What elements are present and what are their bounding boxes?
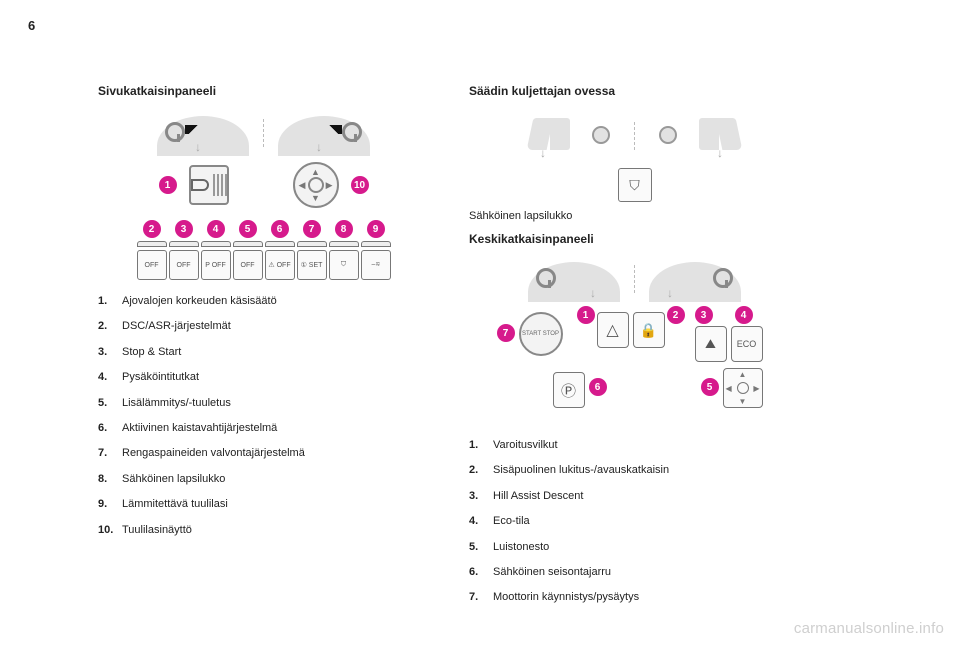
dash-rhd: ↓ — [649, 262, 741, 296]
door-subtext: Sähköinen lapsilukko — [469, 210, 800, 222]
content-columns: Sivukatkaisinpaneeli ↓ ↓ 1 — [98, 84, 800, 616]
center-panel-diagram: ↓ ↓ 7 START STOP 1 △ 🔒 2 3 ⛰ 4 ECO — [469, 262, 800, 424]
callout-badge: 4 — [735, 306, 753, 324]
callout-badge: 7 — [497, 324, 515, 342]
callout-badge: 10 — [351, 176, 369, 194]
left-column: Sivukatkaisinpaneeli ↓ ↓ 1 — [98, 84, 429, 616]
callout-badge: 3 — [175, 220, 193, 238]
list-item: 9.Lämmitettävä tuulilasi — [98, 497, 429, 512]
list-item: 1.Ajovalojen korkeuden käsisäätö — [98, 294, 429, 309]
arrow-down-icon: ↓ — [667, 286, 673, 300]
callout-badge: 6 — [589, 378, 607, 396]
arrow-down-icon: ↓ — [540, 146, 546, 160]
hill-descent-button: ⛰ — [695, 326, 727, 362]
door-child-lock-button: ⛉ — [618, 168, 652, 202]
steering-wheel-icon — [592, 126, 610, 144]
callout-badge: 7 — [303, 220, 321, 238]
side-panel-diagram: ↓ ↓ 1 ▲▼ ◀▶ — [98, 116, 429, 280]
right-column: Säädin kuljettajan ovessa ↓ ↓ ⛉ Sähköin — [469, 84, 800, 616]
callout-badge: 2 — [143, 220, 161, 238]
list-item: 6.Aktiivinen kaistavahtijärjestelmä — [98, 421, 429, 436]
lane-assist-button: ⚠ OFF — [265, 250, 295, 280]
callout-badge: 3 — [695, 306, 713, 324]
door-rhd: ↓ — [649, 116, 741, 156]
arrow-down-icon: ↓ — [316, 140, 322, 154]
dash-lhd: ↓ — [528, 262, 620, 296]
callout-badge: 5 — [701, 378, 719, 396]
divider-icon — [263, 119, 264, 147]
steering-wheel-icon — [165, 122, 185, 142]
arrow-down-icon: ↓ — [590, 286, 596, 300]
callout-badge: 6 — [271, 220, 289, 238]
driver-door-title: Säädin kuljettajan ovessa — [469, 84, 800, 98]
arrow-down-icon: ↓ — [195, 140, 201, 154]
tpms-button: ① SET — [297, 250, 327, 280]
list-item: 8.Sähköinen lapsilukko — [98, 472, 429, 487]
center-panel-title: Keskikatkaisinpaneeli — [469, 232, 800, 246]
side-panel-list: 1.Ajovalojen korkeuden käsisäätö 2.DSC/A… — [98, 294, 429, 548]
aux-heating-button: OFF — [233, 250, 263, 280]
electric-parking-brake-button: Ⓟ — [553, 372, 585, 408]
stop-start-button: OFF — [169, 250, 199, 280]
list-item: 2.Sisäpuolinen lukitus-/avauskatkaisin — [469, 463, 800, 478]
central-lock-button: 🔒 — [633, 312, 665, 348]
list-item: 6.Sähköinen seisontajarru — [469, 565, 800, 580]
arrow-down-icon: ↓ — [717, 146, 723, 160]
callout-badge: 2 — [667, 306, 685, 324]
parking-sensor-button: P OFF — [201, 250, 231, 280]
list-item: 10.Tuulilasinäyttö — [98, 523, 429, 538]
divider-icon — [634, 122, 635, 150]
dash-rhd: ↓ — [278, 116, 370, 150]
heated-windshield-button: ⌢≋ — [361, 250, 391, 280]
list-item: 4.Eco-tila — [469, 514, 800, 529]
list-item: 4.Pysäköintitutkat — [98, 370, 429, 385]
child-lock-icon: ⛉ — [618, 168, 652, 202]
start-stop-button: START STOP — [519, 312, 563, 356]
side-panel-title: Sivukatkaisinpaneeli — [98, 84, 429, 98]
side-controls-row: 1 ▲▼ ◀▶ 10 — [159, 162, 369, 208]
driver-door-diagram: ↓ ↓ ⛉ — [469, 116, 800, 202]
hazard-button: △ — [597, 312, 629, 348]
callout-badge: 9 — [367, 220, 385, 238]
page-number: 6 — [28, 18, 35, 33]
list-item: 3.Hill Assist Descent — [469, 489, 800, 504]
center-panel-list: 1.Varoitusvilkut 2.Sisäpuolinen lukitus-… — [469, 438, 800, 616]
steering-wheel-icon — [342, 122, 362, 142]
steering-wheel-icon — [713, 268, 733, 288]
callout-badge: 4 — [207, 220, 225, 238]
door-lhd: ↓ — [528, 116, 620, 156]
eco-mode-button: ECO — [731, 326, 763, 362]
steering-wheel-icon — [536, 268, 556, 288]
dash-variants: ↓ ↓ — [528, 262, 741, 296]
watermark: carmanualsonline.info — [794, 620, 944, 637]
dsc-asr-button: OFF — [137, 250, 167, 280]
callout-badge: 1 — [159, 176, 177, 194]
door-variants: ↓ ↓ — [528, 116, 741, 156]
callout-badge: 1 — [577, 306, 595, 324]
callout-badge: 5 — [239, 220, 257, 238]
center-button-layout: 7 START STOP 1 △ 🔒 2 3 ⛰ 4 ECO Ⓟ 6 5 ▲▼◀… — [495, 306, 775, 424]
list-item: 7.Rengaspaineiden valvontajärjestelmä — [98, 446, 429, 461]
list-item: 3.Stop & Start — [98, 345, 429, 360]
divider-icon — [634, 265, 635, 293]
headlamp-icon — [191, 179, 209, 191]
child-lock-button: ⛉ — [329, 250, 359, 280]
dash-lhd: ↓ — [157, 116, 249, 150]
list-item: 5.Luistonesto — [469, 540, 800, 555]
callout-badge: 8 — [335, 220, 353, 238]
steering-wheel-icon — [659, 126, 677, 144]
list-item: 7.Moottorin käynnistys/pysäytys — [469, 590, 800, 605]
windshield-display-pad: ▲▼ ◀▶ — [293, 162, 339, 208]
headlight-height-knob — [189, 165, 229, 205]
list-item: 5.Lisälämmitys/-tuuletus — [98, 396, 429, 411]
list-item: 2.DSC/ASR-järjestelmät — [98, 319, 429, 334]
list-item: 1.Varoitusvilkut — [469, 438, 800, 453]
dash-variants: ↓ ↓ — [157, 116, 370, 150]
side-button-row: 2 OFF 3 OFF 4 P OFF 5 OFF 6 ⚠ OFF 7 ① SET 8 ⛉ 9… — [137, 220, 391, 280]
traction-control-selector: ▲▼◀▶ — [723, 368, 763, 408]
